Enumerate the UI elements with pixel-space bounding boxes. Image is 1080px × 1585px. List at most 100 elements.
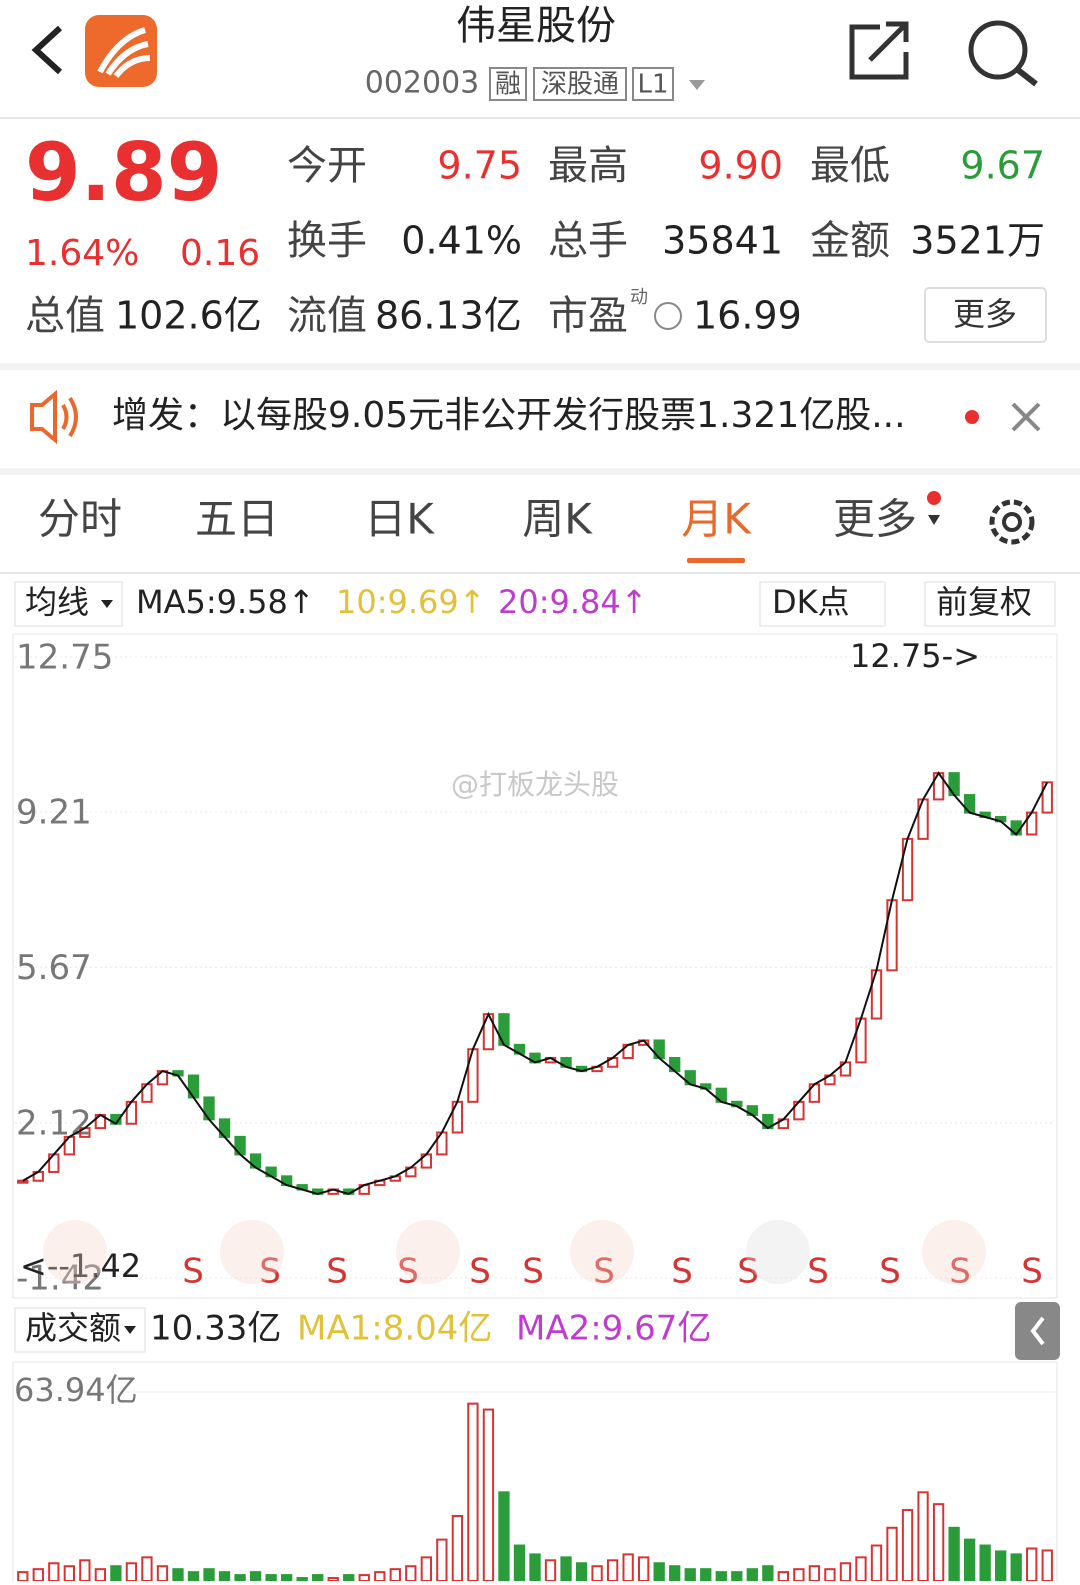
volume-ma2: MA2:9.67亿 [516, 1309, 711, 1349]
volume-bar [932, 1503, 945, 1583]
adjust-button[interactable] [924, 581, 1056, 627]
more-button[interactable] [924, 287, 1047, 343]
signal: S [469, 1252, 491, 1292]
y-tick-label: 12.75 [16, 638, 113, 678]
volume-bar [1026, 1547, 1038, 1582]
prev[interactable] [570, 1220, 634, 1284]
signal: S [593, 1252, 615, 1292]
fullscreen[interactable] [922, 1220, 986, 1284]
volume-bar [808, 1565, 821, 1582]
tab[interactable]: 日K [364, 495, 435, 544]
tab[interactable]: 周K [522, 495, 593, 544]
field-value: 102.6亿 [115, 294, 262, 338]
dk-button[interactable] [759, 581, 886, 627]
y-tick-label: 63.94亿 [14, 1371, 138, 1409]
chart-controls [43, 1220, 986, 1284]
volume-menu[interactable] [14, 1307, 146, 1353]
minus[interactable] [220, 1220, 284, 1284]
volume-bar [606, 1559, 619, 1582]
volume-bar [312, 1574, 324, 1583]
ma-menu-label[interactable]: 均线 [25, 583, 89, 621]
dropdown-icon[interactable] [689, 80, 705, 90]
signal: S [737, 1252, 759, 1292]
volume-bar [32, 1568, 44, 1582]
signal: S [397, 1252, 419, 1292]
volume-bar [824, 1568, 836, 1582]
dk-label[interactable]: DK点 [772, 583, 850, 621]
plus[interactable] [396, 1220, 460, 1284]
tab-dot [927, 491, 941, 505]
field-label: 最高 [548, 143, 628, 189]
search-button[interactable] [968, 20, 1028, 80]
zoom-out[interactable] [43, 1220, 107, 1284]
volume-bar [746, 1568, 758, 1582]
volume-bar [94, 1568, 107, 1582]
logo-mark [97, 27, 151, 78]
ma-menu-arrow [101, 600, 113, 608]
field-value: 3521万 [910, 219, 1045, 263]
ma20: 20:9.84↑ [498, 583, 648, 621]
price-chart: 12.759.215.672.12-1.42SSSSSSSSSSSSS [15, 638, 1055, 1299]
field-value: 9.90 [698, 144, 783, 188]
tag: 融 [495, 70, 521, 100]
signal: S [879, 1252, 901, 1292]
back-button[interactable] [31, 25, 63, 75]
volume-bar [544, 1559, 557, 1582]
field-label: 换手 [287, 218, 367, 264]
y-tick-label: 5.67 [16, 948, 92, 988]
settings-button[interactable] [989, 499, 1035, 545]
close-notice[interactable] [1011, 402, 1041, 432]
volume-bar [1041, 1549, 1053, 1582]
volume-bar [358, 1574, 370, 1583]
pe-sup: 动 [630, 287, 648, 308]
volume-bar [963, 1538, 976, 1582]
volume-bar [420, 1556, 432, 1582]
volume-bar [948, 1526, 960, 1582]
y-tick-label: -1.42 [16, 1259, 104, 1299]
volume-bar [203, 1568, 215, 1582]
collapse-button[interactable] [1015, 1302, 1060, 1360]
pe-info-icon[interactable] [654, 302, 682, 330]
volume-bar [855, 1556, 867, 1582]
settings-core [1002, 512, 1022, 532]
volume-bar [218, 1571, 231, 1583]
field-value: 0.41% [401, 219, 522, 263]
field-label: 最低 [810, 143, 890, 189]
volume-bar [110, 1565, 122, 1582]
y-tick-label: 2.12 [16, 1103, 92, 1143]
volume-bar [917, 1491, 929, 1583]
volume-ma1: MA1:8.04亿 [297, 1309, 492, 1349]
signal: S [671, 1252, 693, 1292]
volume-menu-arrow [124, 1326, 136, 1334]
volume-bar [141, 1556, 153, 1582]
max-label: 12.75-> [850, 637, 980, 675]
volume-bar [187, 1571, 200, 1583]
volume-bar [436, 1538, 448, 1582]
volume-bar [870, 1544, 883, 1583]
tags: 融深股通 L1 [489, 67, 674, 101]
adjust-label[interactable]: 前复权 [936, 583, 1032, 621]
candle [17, 1179, 29, 1184]
volume-bar [63, 1565, 75, 1582]
separator [0, 468, 1080, 475]
tab[interactable]: 更多 [833, 495, 917, 544]
signal: S [949, 1252, 971, 1292]
signal: S [182, 1252, 204, 1292]
field-label: 今开 [287, 143, 367, 189]
tab[interactable]: 五日 [195, 495, 279, 544]
volume-bar [482, 1408, 495, 1582]
volume-bar [280, 1574, 293, 1583]
share-button[interactable] [849, 21, 909, 80]
volume-bar [575, 1562, 588, 1583]
next[interactable] [746, 1220, 810, 1284]
tab[interactable]: 月K [681, 495, 752, 544]
volume-bar [901, 1509, 914, 1582]
signal: S [1021, 1252, 1043, 1292]
notice-text[interactable]: 增发：以每股9.05元非公开发行股票1.321亿股... [112, 395, 906, 436]
more-button-label[interactable]: 更多 [953, 295, 1017, 333]
change-pct: 1.64% [25, 233, 139, 274]
volume-menu-label[interactable]: 成交额 [25, 1309, 121, 1347]
tab[interactable]: 分时 [38, 495, 122, 544]
field-label: 总手 [548, 218, 628, 264]
